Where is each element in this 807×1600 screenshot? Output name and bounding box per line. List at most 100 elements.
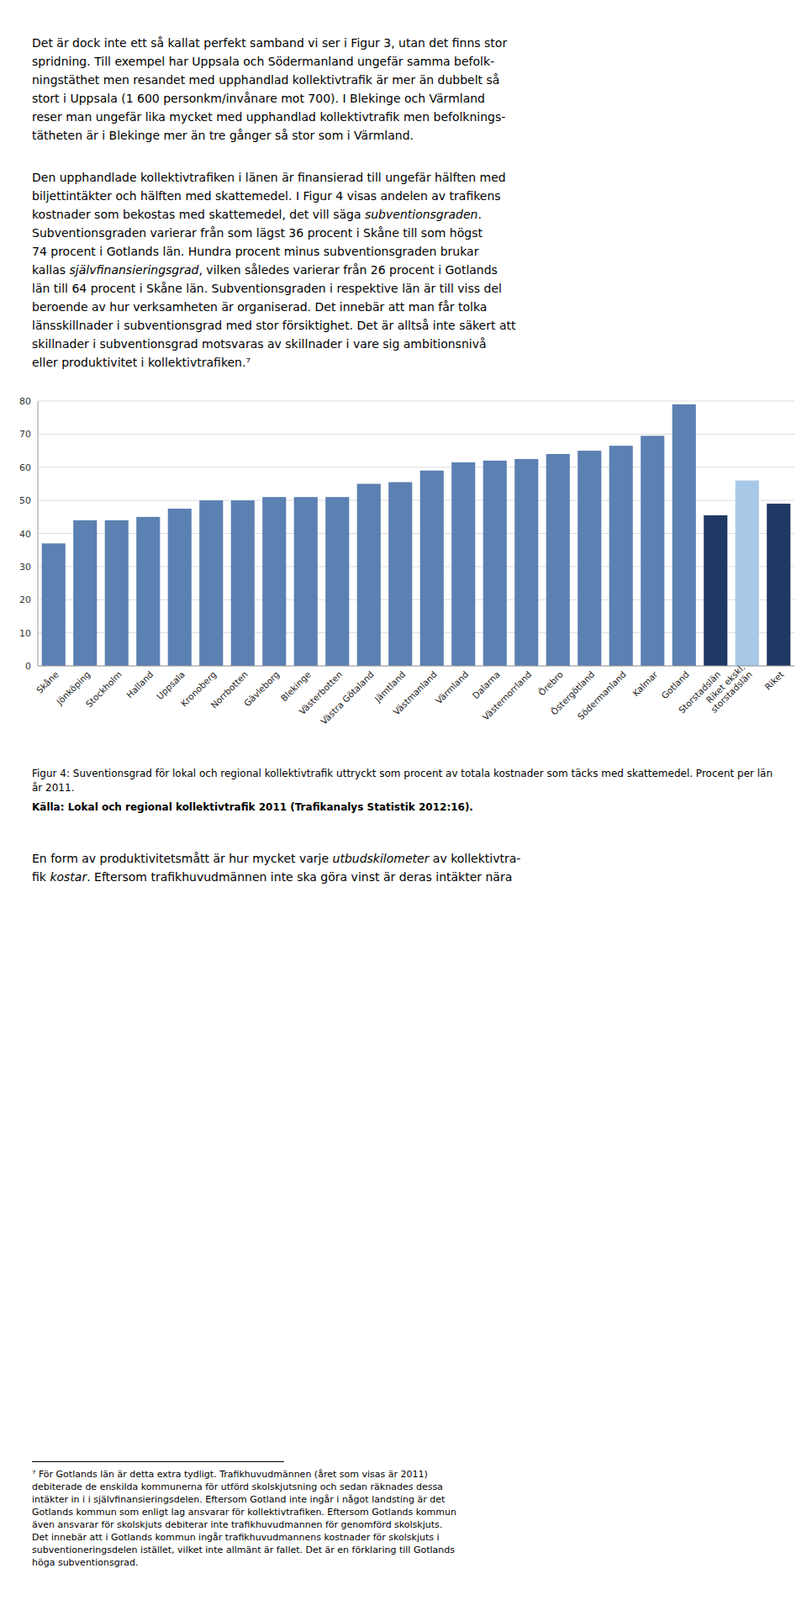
y-tick-label: 10 [19, 627, 32, 639]
text-line: kostnader som bekostas med skattemedel, … [31, 205, 781, 224]
x-tick-group: Riket [762, 669, 786, 692]
text-block: Den upphandlade kollektivtrafiken i läne… [31, 168, 781, 372]
bar [640, 435, 665, 666]
text-line: skillnader i subventionsgrad motsvaras a… [31, 334, 781, 354]
bar [325, 496, 349, 666]
x-tick-line: Stockholm [83, 669, 124, 710]
x-tick-group: Dalarna [469, 669, 502, 702]
text-line: Gotlands kommun som enligt lag ansvarar … [31, 1505, 781, 1519]
caption: Figur 4: Suventionsgrad för lokal och re… [31, 766, 781, 796]
bar [514, 458, 538, 666]
grid-line [37, 665, 795, 667]
text-run: . [477, 207, 481, 222]
text-run: län till 64 procent i Skåne län. Subvent… [31, 281, 502, 296]
bar [357, 483, 381, 666]
x-tick-group: Norrbotten [208, 669, 250, 711]
bar [735, 480, 760, 667]
grid-line [37, 400, 795, 402]
text-run: . Eftersom trafikhuvudmännen inte ska gö… [86, 870, 512, 884]
text-run: självfinansieringsgrad [69, 263, 200, 277]
x-tick-label: Värmland [433, 669, 471, 707]
x-tick-line: Norrbotten [208, 669, 250, 711]
text-line: En form av produktivitetsmått är hur myc… [31, 849, 781, 868]
x-tick-label: Södermanland [575, 669, 628, 722]
x-tick-group: Gotland [659, 669, 691, 702]
text-line: kallas självfinansieringsgrad, vilken så… [31, 260, 781, 280]
text-block: ⁷ För Gotlands län är detta extra tydlig… [31, 1467, 781, 1569]
y-tick-label: 80 [19, 395, 32, 407]
bar [420, 470, 444, 666]
text-run: tätheten är i Blekinge mer än tre gånger… [31, 128, 414, 143]
x-tick-label: Kalmar [630, 668, 660, 698]
bar [105, 520, 129, 666]
x-tick-group: Värmland [433, 669, 471, 707]
text-run: fik [31, 870, 50, 884]
x-tick-label: Dalarna [469, 669, 502, 702]
x-tick-line: Riket [762, 669, 786, 692]
x-tick-label: Uppsala [154, 669, 187, 702]
text-run: länsskillnader i subventionsgrad med sto… [31, 318, 516, 333]
text-line: ⁷ För Gotlands län är detta extra tydlig… [31, 1467, 781, 1481]
text-line: Det innebär att i Gotlands kommun ingår … [31, 1530, 781, 1544]
text-run: Det är dock inte ett så kallat perfekt s… [31, 36, 507, 50]
text-run: beroende av hur verksamheten är organise… [31, 300, 487, 314]
x-tick-label: Norrbotten [208, 669, 250, 711]
text-line: reser man ungefär lika mycket med upphan… [31, 107, 781, 127]
x-tick-group: Kalmar [630, 668, 660, 698]
text-block: Det är dock inte ett så kallat perfekt s… [31, 33, 781, 145]
x-axis-line [37, 665, 795, 667]
text-line: subventioneringsdelen istället, vilket i… [31, 1543, 781, 1556]
text-run: höga subventionsgrad. [31, 1556, 138, 1568]
bar [766, 503, 791, 666]
x-tick-line: Västmanland [390, 669, 439, 718]
text-run: ningstäthet men resandet med upphandlad … [31, 73, 500, 87]
text-line: stort i Uppsala (1 600 personkm/invånare… [31, 89, 781, 108]
text-run: debiterade de enskilda kommunerna för ut… [31, 1481, 444, 1493]
y-tick-label: 0 [25, 660, 32, 672]
text-line: eller produktivitet i kollektivtrafiken.… [31, 353, 781, 372]
x-tick-label: Stockholm [83, 669, 124, 710]
text-run: skillnader i subventionsgrad motsvaras a… [31, 337, 487, 351]
text-run: reser man ungefär lika mycket med upphan… [31, 110, 506, 124]
text-run: spridning. Till exempel har Uppsala och … [31, 54, 495, 69]
text-run: Den upphandlade kollektivtrafiken i läne… [31, 170, 507, 185]
text-line: debiterade de enskilda kommunerna för ut… [31, 1480, 781, 1493]
y-tick-label: 50 [19, 495, 32, 507]
bar [609, 445, 633, 666]
x-tick-line: Västernorrland [479, 669, 533, 723]
text-line: län till 64 procent i Skåne län. Subvent… [31, 279, 781, 298]
x-tick-line: Gävleborg [242, 669, 282, 709]
text-line: intäkter in i i självfinansieringsdelen.… [31, 1492, 781, 1506]
text-line: beroende av hur verksamheten är organise… [31, 297, 781, 317]
bar [546, 453, 570, 666]
x-tick-group: Västra Götaland [318, 669, 376, 727]
x-tick-label: Västra Götaland [318, 669, 376, 727]
bar [231, 500, 255, 666]
text-run: eller produktivitet i kollektivtrafiken.… [31, 355, 251, 370]
text-run: utbudskilometer [332, 851, 430, 866]
x-tick-line: Värmland [433, 669, 471, 707]
text-run: , vilken således varierar från 26 procen… [198, 263, 497, 277]
bar [199, 500, 223, 666]
bars [42, 404, 792, 666]
x-tick-group: Halland [124, 669, 156, 701]
x-tick-group: Uppsala [154, 669, 187, 702]
text-run: 74 procent i Gotlands län. Hundra procen… [31, 244, 479, 259]
bar [577, 450, 602, 666]
text-run: intäkter in i i självfinansieringsdelen.… [31, 1493, 445, 1505]
x-tick-group: Skåne [34, 669, 61, 696]
text-run: ⁷ För Gotlands län är detta extra tydlig… [31, 1468, 428, 1480]
chart: 01020304050607080SkåneJönköpingStockholm… [0, 388, 807, 759]
x-tick-group: Södermanland [575, 669, 628, 722]
x-tick-label: Gotland [659, 669, 691, 702]
bar [483, 460, 507, 666]
text-line: spridning. Till exempel har Uppsala och … [31, 52, 781, 71]
x-tick-line: storstadslän [708, 669, 755, 715]
x-tick-group: Riket ekskl.storstadslän [701, 661, 755, 715]
y-tick-label: 20 [19, 594, 32, 606]
y-tick-label: 40 [19, 528, 32, 540]
text-run: av kollektivtra- [428, 851, 521, 866]
text-run: subventioneringsdelen istället, vilket i… [31, 1544, 455, 1556]
text-line: länsskillnader i subventionsgrad med sto… [31, 316, 781, 335]
text-run: biljettintäkter och hälften med skatteme… [31, 189, 502, 203]
